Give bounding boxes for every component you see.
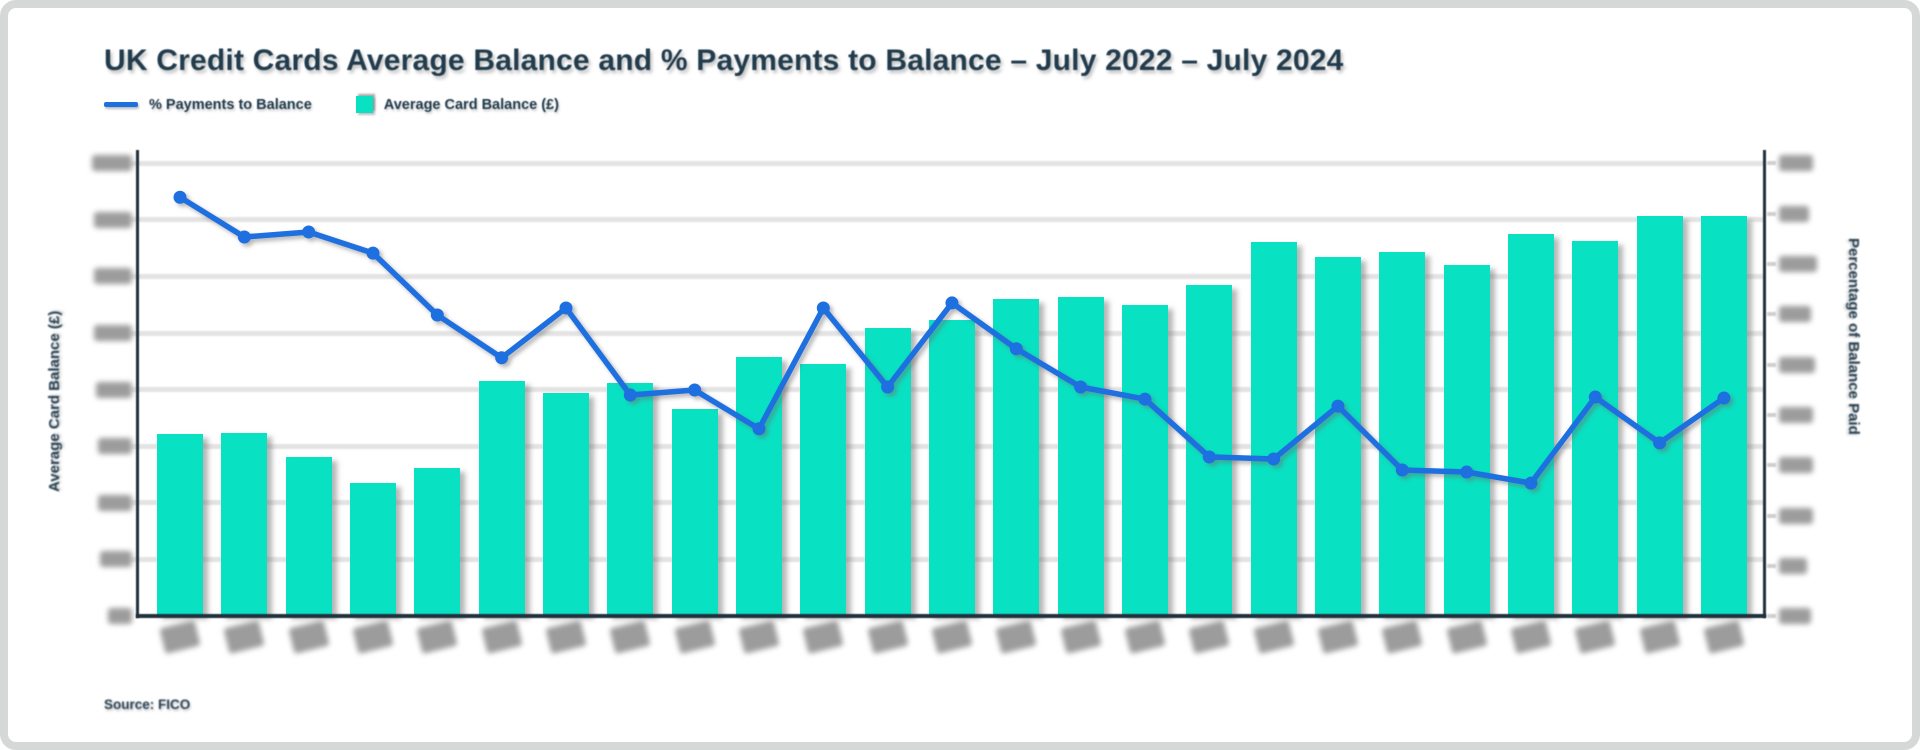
bar-Oct-22 [349,482,396,615]
right-y-tick-mark [1767,412,1776,417]
legend: % Payments to Balance Average Card Balanc… [104,96,559,113]
right-axis-title: Percentage of Balance Paid [1845,238,1862,435]
right-y-tick-label-blurred [1779,457,1813,474]
legend-label: Average Card Balance (£) [383,96,559,113]
line-point-Aug-22 [237,230,251,244]
line-point-Aug-23 [1009,342,1023,356]
line-point-Jul-23 [945,296,959,310]
bar-Jun-24 [1636,215,1683,615]
bar-Mar-24 [1443,265,1490,615]
bar-Jan-23 [542,392,589,615]
line-point-Feb-23 [623,388,637,402]
line-swatch-icon [104,102,138,107]
right-y-tick-label-blurred [1779,255,1817,272]
line-point-Dec-22 [495,351,509,365]
line-point-Nov-23 [1202,450,1216,464]
right-y-tick-mark [1767,614,1776,619]
right-axis-line [1763,150,1766,618]
left-y-tick-label-blurred [100,551,132,568]
bar-Apr-24 [1507,233,1554,615]
line-point-May-24 [1588,390,1602,404]
legend-item-line-series: % Payments to Balance [104,97,312,113]
bar-Jul-24 [1700,215,1747,615]
right-y-tick-label-blurred [1779,205,1809,222]
bar-Sep-23 [1057,296,1104,615]
right-y-tick-mark [1767,211,1776,216]
line-point-Nov-22 [430,308,444,322]
line-point-Apr-23 [752,422,766,436]
left-axis-title: Average Card Balance (£) [46,310,63,492]
line-point-Apr-24 [1524,476,1538,490]
right-y-tick-mark [1767,312,1776,317]
line-point-Oct-23 [1138,392,1152,406]
bar-Jan-24 [1314,257,1361,615]
bar-swatch-icon [355,96,373,113]
line-point-Mar-24 [1460,465,1474,479]
left-y-tick-label-blurred [96,381,132,398]
bar-Jul-22 [157,433,203,615]
line-point-Mar-23 [688,383,702,397]
line-point-Sep-23 [1074,380,1088,394]
left-y-tick-label-blurred [98,438,132,455]
bar-Dec-23 [1250,241,1297,615]
line-point-Jan-24 [1331,399,1345,413]
line-point-Jun-23 [881,380,895,394]
line-point-Jan-23 [559,301,573,315]
left-axis-line [136,150,139,618]
x-axis-baseline [136,614,1766,618]
line-point-May-23 [816,301,830,315]
legend-item-bar-series: Average Card Balance (£) [355,96,559,113]
bar-Aug-22 [221,433,268,615]
line-point-Sep-22 [302,225,316,239]
line-point-Jun-24 [1653,436,1667,450]
bar-Jun-23 [864,327,911,615]
payments-line [177,194,1727,486]
legend-label: % Payments to Balance [149,96,312,113]
gridline [130,273,1764,279]
line-point-Feb-24 [1395,463,1409,477]
right-y-tick-mark [1767,463,1776,468]
bar-Nov-23 [1186,284,1233,615]
bar-Oct-23 [1121,305,1168,615]
right-y-tick-label-blurred [1779,608,1811,625]
gridline [130,160,1764,166]
right-y-tick-label-blurred [1779,356,1815,373]
left-y-tick-label-blurred [98,494,132,511]
left-y-tick-label-blurred [94,268,132,285]
bar-Nov-22 [414,468,461,615]
line-point-Jul-22 [173,190,187,204]
bar-Mar-23 [671,408,718,615]
left-y-tick-label-blurred [92,155,132,172]
right-y-tick-mark [1767,261,1776,266]
right-y-tick-mark [1767,513,1776,518]
right-y-tick-mark [1767,563,1776,568]
bar-Jul-23 [928,319,975,615]
left-y-tick-label-blurred [94,211,132,228]
right-y-tick-label-blurred [1779,155,1813,172]
bar-Sep-22 [285,456,332,615]
right-y-tick-label-blurred [1779,557,1807,574]
right-y-tick-mark [1767,362,1776,367]
bar-Feb-23 [607,382,654,615]
bar-May-24 [1572,240,1619,615]
bar-Dec-22 [478,381,525,615]
right-y-tick-label-blurred [1779,507,1813,524]
left-y-tick-label-blurred [108,608,132,624]
source-note: Source: FICO [104,697,191,712]
line-point-Oct-22 [366,246,380,260]
left-y-tick-label-blurred [94,325,132,341]
right-y-tick-label-blurred [1779,406,1813,423]
bar-Feb-24 [1379,252,1426,615]
line-point-Dec-23 [1267,452,1281,466]
chart-title: UK Credit Cards Average Balance and % Pa… [104,44,1344,77]
gridline [130,217,1764,223]
bar-May-23 [800,364,847,615]
right-y-tick-label-blurred [1779,306,1811,323]
line-point-Jul-24 [1717,391,1731,405]
right-y-tick-mark [1767,161,1776,166]
